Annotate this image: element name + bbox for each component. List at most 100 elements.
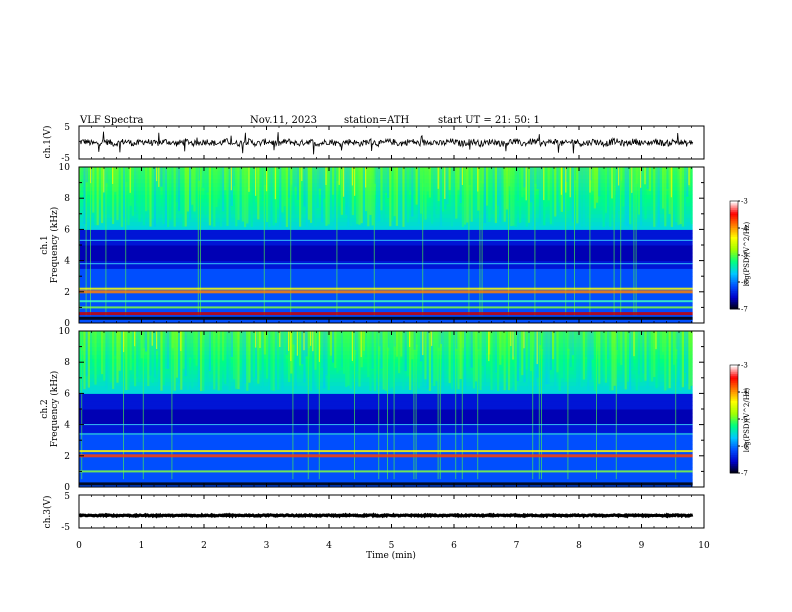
colorbar-swatch bbox=[730, 303, 738, 306]
spectrogram-column bbox=[615, 167, 618, 220]
spectrogram-column bbox=[613, 331, 616, 386]
spectrogram-band bbox=[79, 260, 693, 265]
spectrogram-column bbox=[266, 167, 269, 222]
spectrogram-column bbox=[334, 167, 337, 226]
colorbar-swatch bbox=[730, 294, 738, 297]
sferic-streak bbox=[81, 331, 83, 480]
spectrogram-column bbox=[422, 167, 425, 184]
spectrogram-column bbox=[508, 331, 511, 391]
spectrogram-column bbox=[279, 167, 282, 227]
spectrogram-column bbox=[602, 167, 605, 228]
spectrogram-column bbox=[609, 331, 612, 392]
colorbar-swatch bbox=[730, 271, 738, 274]
colorbar-swatch bbox=[730, 429, 738, 432]
spectrogram-column bbox=[497, 167, 500, 206]
spectrogram-column bbox=[552, 167, 555, 226]
spectrogram-column bbox=[512, 167, 515, 226]
spectrogram-column bbox=[615, 331, 618, 351]
spectrogram-column bbox=[618, 331, 621, 363]
spectrogram-column bbox=[98, 167, 101, 200]
spectrogram-column bbox=[464, 331, 467, 391]
spectrogram-column bbox=[332, 331, 335, 363]
spectrogram-column bbox=[215, 167, 218, 208]
x-tick-label: 6 bbox=[451, 541, 457, 551]
spectrogram-column bbox=[563, 167, 566, 212]
colorbar-swatch bbox=[730, 253, 738, 256]
spectrogram-column bbox=[532, 167, 535, 227]
spectrogram-column bbox=[622, 167, 625, 207]
spectrogram-column bbox=[340, 167, 343, 215]
spectrogram-column bbox=[662, 331, 665, 353]
colorbar-swatch bbox=[730, 255, 738, 258]
high-intensity-streak bbox=[255, 167, 257, 196]
spectrogram-column bbox=[164, 167, 167, 227]
spectrogram-column bbox=[327, 167, 330, 225]
spectrogram-column bbox=[263, 167, 266, 185]
high-intensity-streak bbox=[565, 167, 567, 193]
spectrogram-column bbox=[468, 167, 471, 185]
colorbar-swatch bbox=[730, 433, 738, 436]
high-intensity-streak bbox=[343, 167, 345, 197]
spectrogram-column bbox=[226, 167, 229, 226]
colorbar-swatch bbox=[730, 417, 738, 420]
spectrogram-column bbox=[420, 167, 423, 214]
spectrogram-column bbox=[508, 167, 511, 186]
spectrogram-column bbox=[558, 331, 561, 391]
high-intensity-streak bbox=[338, 167, 340, 185]
spectrogram-column bbox=[356, 331, 359, 372]
colorbar-swatch bbox=[730, 276, 738, 279]
high-intensity-streak bbox=[156, 167, 158, 182]
date-label: Nov.11, 2023 bbox=[250, 115, 317, 126]
spectrogram-column bbox=[659, 167, 662, 214]
colorbar-swatch bbox=[730, 374, 738, 377]
colorbar-swatch bbox=[730, 410, 738, 413]
spectrogram-band bbox=[79, 475, 693, 480]
high-intensity-streak bbox=[431, 331, 433, 346]
spectrogram-column bbox=[382, 167, 385, 224]
y-tick-label: 2 bbox=[64, 288, 70, 298]
spectrogram-column bbox=[314, 167, 317, 227]
emission-line bbox=[79, 450, 693, 453]
colorbar-swatch bbox=[730, 228, 738, 231]
spectrogram-column bbox=[640, 331, 643, 382]
spectrogram-column bbox=[400, 331, 403, 357]
spectrogram-column bbox=[651, 167, 654, 205]
high-intensity-streak bbox=[103, 167, 105, 193]
spectrogram-band bbox=[79, 264, 693, 269]
spectrogram-column bbox=[79, 331, 82, 391]
colorbar-swatch bbox=[730, 229, 738, 232]
spectrogram-column bbox=[358, 167, 361, 225]
spectrogram-column bbox=[182, 167, 185, 227]
high-intensity-streak bbox=[437, 167, 439, 189]
spectrogram-column bbox=[567, 331, 570, 349]
spectrogram-column bbox=[92, 167, 95, 213]
spectrogram-column bbox=[290, 167, 293, 185]
spectrogram-column bbox=[373, 331, 376, 392]
sferic-streak bbox=[675, 331, 677, 480]
spectrogram-band bbox=[79, 256, 693, 262]
spectrogram-column bbox=[347, 331, 350, 386]
high-intensity-streak bbox=[560, 167, 562, 195]
spectrogram-column bbox=[228, 167, 231, 227]
spectrogram-column bbox=[604, 167, 607, 213]
spectrogram-column bbox=[125, 331, 128, 391]
colorbar-swatch bbox=[730, 453, 738, 456]
sferic-streak bbox=[125, 167, 127, 316]
colorbar-swatch bbox=[730, 428, 738, 431]
spectrogram-band bbox=[79, 206, 693, 211]
spectrogram-column bbox=[156, 167, 159, 224]
spectrogram-column bbox=[389, 331, 392, 389]
spectrogram-column bbox=[433, 331, 436, 386]
colorbar-swatch bbox=[730, 420, 738, 423]
spectrogram-column bbox=[283, 331, 286, 370]
high-intensity-streak bbox=[318, 331, 320, 362]
colorbar-swatch bbox=[730, 408, 738, 411]
spectrogram-column bbox=[380, 167, 383, 211]
spectrogram-column bbox=[648, 331, 651, 373]
spectrogram-column bbox=[105, 167, 108, 184]
y-tick-label: 4 bbox=[64, 421, 70, 431]
spectrogram-column bbox=[332, 167, 335, 195]
sferic-streak bbox=[85, 167, 87, 316]
spectrogram-column bbox=[662, 167, 665, 209]
spectrogram-column bbox=[186, 331, 189, 390]
